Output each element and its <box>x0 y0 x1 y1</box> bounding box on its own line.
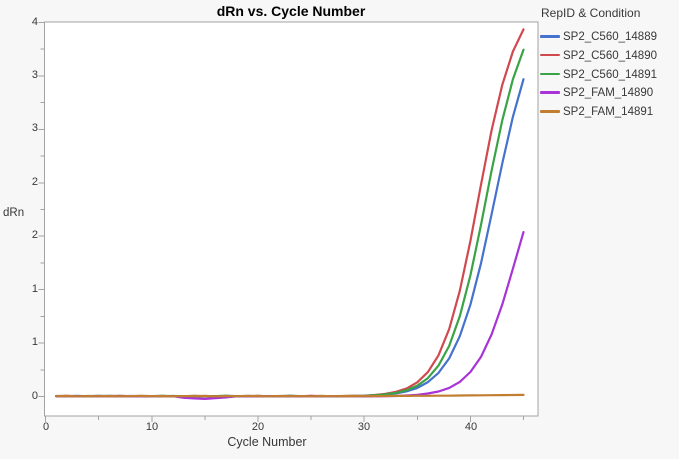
legend: RepID & Condition SP2_C560_14889 SP2_C56… <box>540 6 657 121</box>
chart-title: dRn vs. Cycle Number <box>216 3 366 19</box>
series-swatch <box>540 72 560 76</box>
y-tick-label-2: 1 <box>31 283 38 295</box>
legend-item-label: SP2_C560_14890 <box>563 49 657 62</box>
y-tick-label-5: 3 <box>31 122 38 134</box>
legend-item-label: SP2_C560_14891 <box>563 68 657 81</box>
legend-item[interactable]: SP2_FAM_14891 <box>540 102 657 121</box>
x-tick-label-0: 0 <box>42 421 50 433</box>
x-tick-label-2: 20 <box>251 421 265 433</box>
y-tick-label-4: 2 <box>31 176 38 188</box>
axis-ticks <box>38 22 524 422</box>
series-swatch <box>540 53 560 57</box>
y-tick-label-6: 3 <box>31 69 38 81</box>
legend-item[interactable]: SP2_FAM_14890 <box>540 83 657 102</box>
x-tick-label-1: 10 <box>145 421 159 433</box>
x-axis-title: Cycle Number <box>227 435 307 449</box>
legend-item[interactable]: SP2_C560_14890 <box>540 46 657 65</box>
legend-item-label: SP2_FAM_14891 <box>563 106 654 119</box>
series-curves <box>55 28 525 400</box>
y-tick-label-1: 1 <box>31 336 38 348</box>
plot-frame <box>44 21 539 417</box>
legend-item[interactable]: SP2_C560_14891 <box>540 65 657 84</box>
legend-item-label: SP2_FAM_14890 <box>563 87 654 100</box>
legend-item-label: SP2_C560_14889 <box>563 31 657 43</box>
x-tick-label-4: 40 <box>464 421 478 433</box>
series-swatch <box>540 91 560 94</box>
series-line-SP2_FAM_14891[interactable] <box>55 393 525 398</box>
legend-item[interactable]: SP2_C560_14889 <box>540 27 657 46</box>
y-axis-title: dRn <box>3 207 25 219</box>
y-tick-label-0: 0 <box>31 390 38 402</box>
series-swatch <box>540 110 560 113</box>
legend-title: RepID & Condition <box>541 6 641 20</box>
series-swatch <box>540 35 560 38</box>
y-tick-label-7: 4 <box>31 16 38 28</box>
y-tick-label-3: 2 <box>31 229 38 241</box>
x-tick-label-3: 30 <box>357 421 371 433</box>
